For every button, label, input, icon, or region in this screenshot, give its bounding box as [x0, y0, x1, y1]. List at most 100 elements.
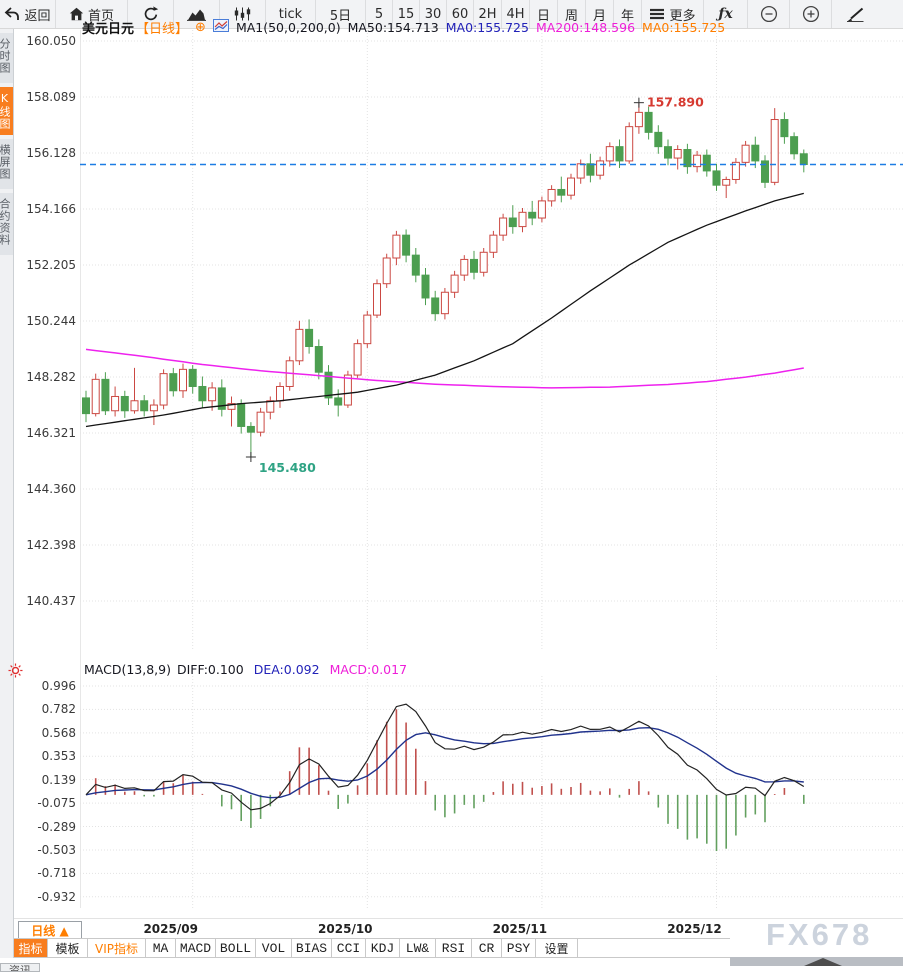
toolbar-fx-functions[interactable]: ƒx [704, 0, 748, 28]
pen-icon [846, 7, 864, 22]
toolbar-label: 15 [397, 6, 415, 22]
svg-text:145.480: 145.480 [259, 460, 316, 475]
macd-axis-label: 0.996 [41, 679, 76, 693]
home-icon [69, 7, 84, 21]
ma0-orange-value: MA0:155.725 [642, 19, 726, 35]
indicator-tab-rsi[interactable]: RSI [436, 939, 472, 957]
price-chart-canvas[interactable]: 157.890 145.480 [80, 30, 903, 650]
macd-header: MACD(13,8,9) DIFF:0.100 DEA:0.092 MACD:0… [84, 662, 407, 677]
zoom-in-icon [802, 5, 820, 23]
macd-axis-label: 0.139 [41, 772, 76, 787]
indicator-tab-vol[interactable]: VOL [256, 939, 292, 957]
price-axis-label: 140.437 [26, 594, 76, 608]
area-chart-icon [187, 7, 206, 21]
toolbar-interval-60[interactable]: 60 [447, 0, 474, 28]
toolbar-interval-4h[interactable]: 4H [502, 0, 530, 28]
ma50-value: MA50:154.713 [347, 19, 439, 35]
macd-axis-label: 0.568 [41, 725, 76, 740]
toolbar-refresh[interactable] [128, 0, 174, 28]
toolbar-interval-week[interactable]: 周 [558, 0, 586, 28]
indicator-tab-boll[interactable]: BOLL [216, 939, 256, 957]
toolbar-label: 5日 [329, 8, 352, 24]
macd-setting: MACD(13,8,9) [84, 662, 171, 677]
sidebar-tab-contract-info[interactable]: 合约资料 [0, 193, 13, 255]
toolbar-interval-year[interactable]: 年 [614, 0, 642, 28]
macd-axis-label: -0.718 [37, 866, 76, 881]
toolbar-interval-day[interactable]: 日 [530, 0, 558, 28]
toolbar-interval-2h[interactable]: 2H [474, 0, 502, 28]
sidebar-tab-time-chart[interactable]: 分时图 [0, 33, 13, 83]
indicator-tab-psy[interactable]: PSY [502, 939, 536, 957]
indicator-tab-macd[interactable]: MACD [176, 939, 216, 957]
toolbar-label: 4H [506, 6, 525, 22]
price-axis-label: 142.398 [26, 538, 76, 552]
toolbar-label: 日 [536, 8, 550, 24]
price-axis-label: 156.128 [26, 146, 76, 160]
indicator-tab--[interactable]: 指标 [14, 939, 48, 957]
x-axis-row: 日线 ▲ 2025/09 2025/10 2025/11 2025/12 [14, 918, 903, 939]
macd-axis-label: 0.782 [41, 702, 76, 717]
toolbar-interval-month[interactable]: 月 [586, 0, 614, 28]
sidebar-tab-kline-chart[interactable]: K线图 [0, 87, 13, 135]
indicator-tab-ma[interactable]: MA [146, 939, 176, 957]
candle-chart-icon [233, 7, 252, 21]
price-axis-label: 150.244 [26, 314, 76, 328]
macd-chart-canvas[interactable] [80, 676, 903, 908]
toolbar-more[interactable]: 更多 [642, 0, 704, 28]
toolbar-zoom-in[interactable] [790, 0, 832, 28]
indicator-tab--[interactable]: 设置 [536, 939, 578, 957]
price-axis-label: 148.282 [26, 370, 76, 384]
top-toolbar: 返回 首页 tick 5日 5 15 30 60 2H 4H 日周月年 更多 ƒx [0, 0, 903, 29]
horizontal-scrollbar[interactable] [730, 957, 903, 966]
indicator-tab-kdj[interactable]: KDJ [366, 939, 400, 957]
toolbar-interval-tick[interactable]: tick [266, 0, 316, 28]
toolbar-label: 返回 [24, 8, 51, 24]
x-axis-label: 2025/11 [492, 922, 548, 936]
symbol-name: 美元日元 [82, 21, 135, 37]
period-selector-button[interactable]: 日线 ▲ [18, 921, 82, 939]
toolbar-candle-chart[interactable] [220, 0, 266, 28]
sidebar-tab-landscape-chart[interactable]: 横屏图 [0, 139, 13, 189]
toolbar-interval-5d[interactable]: 5日 [316, 0, 366, 28]
toolbar-label: ƒx [718, 6, 733, 22]
toolbar-label: 更多 [669, 8, 696, 24]
toolbar-zoom-out[interactable] [748, 0, 790, 28]
toolbar-label: 周 [564, 8, 578, 24]
price-axis-label: 144.360 [26, 482, 76, 496]
mini-chart-icon [212, 19, 229, 35]
indicator-tab-bias[interactable]: BIAS [292, 939, 332, 957]
macd-axis-label: -0.503 [37, 842, 76, 857]
price-axis-label: 152.205 [26, 258, 76, 272]
toolbar-interval-5[interactable]: 5 [366, 0, 393, 28]
toolbar-label: tick [278, 6, 303, 22]
indicator-tab--[interactable]: 模板 [48, 939, 88, 957]
indicator-tab-vip-[interactable]: VIP指标 [88, 939, 146, 957]
period-tag: 【日线】 [136, 21, 189, 37]
chart-header: 美元日元 【日线】 ⊕ MA1(50,0,200,0) MA50:154.713 … [82, 19, 726, 37]
back-icon [4, 7, 20, 21]
toolbar-label: 30 [424, 6, 442, 22]
macd-value: MACD:0.017 [329, 662, 408, 677]
toolbar-home[interactable]: 首页 [56, 0, 128, 28]
toolbar-interval-30[interactable]: 30 [420, 0, 447, 28]
indicator-tab-cci[interactable]: CCI [332, 939, 366, 957]
axis-divider [80, 30, 81, 908]
macd-axis-label: 0.353 [41, 749, 76, 764]
toolbar-back[interactable]: 返回 [0, 0, 56, 28]
scrollbar-thumb-arrow[interactable] [804, 958, 842, 966]
toolbar-area-chart[interactable] [174, 0, 220, 28]
indicator-tab-lw-[interactable]: LW& [400, 939, 436, 957]
toolbar-label: 首页 [87, 8, 114, 24]
indicator-settings-icon[interactable] [8, 663, 23, 682]
toolbar-label: 60 [451, 6, 469, 22]
indicator-tab-cr[interactable]: CR [472, 939, 502, 957]
toolbar-interval-15[interactable]: 15 [393, 0, 420, 28]
partial-bottom-tab[interactable]: 资讯 [0, 963, 40, 972]
add-indicator-icon[interactable]: ⊕ [195, 19, 206, 35]
ma0-blue-value: MA0:155.725 [445, 19, 529, 35]
sidebar-tab-label: 分时图 [0, 38, 11, 74]
x-axis-label: 2025/09 [143, 922, 198, 936]
price-axis-label: 146.321 [26, 426, 76, 440]
toolbar-draw[interactable] [832, 0, 878, 28]
